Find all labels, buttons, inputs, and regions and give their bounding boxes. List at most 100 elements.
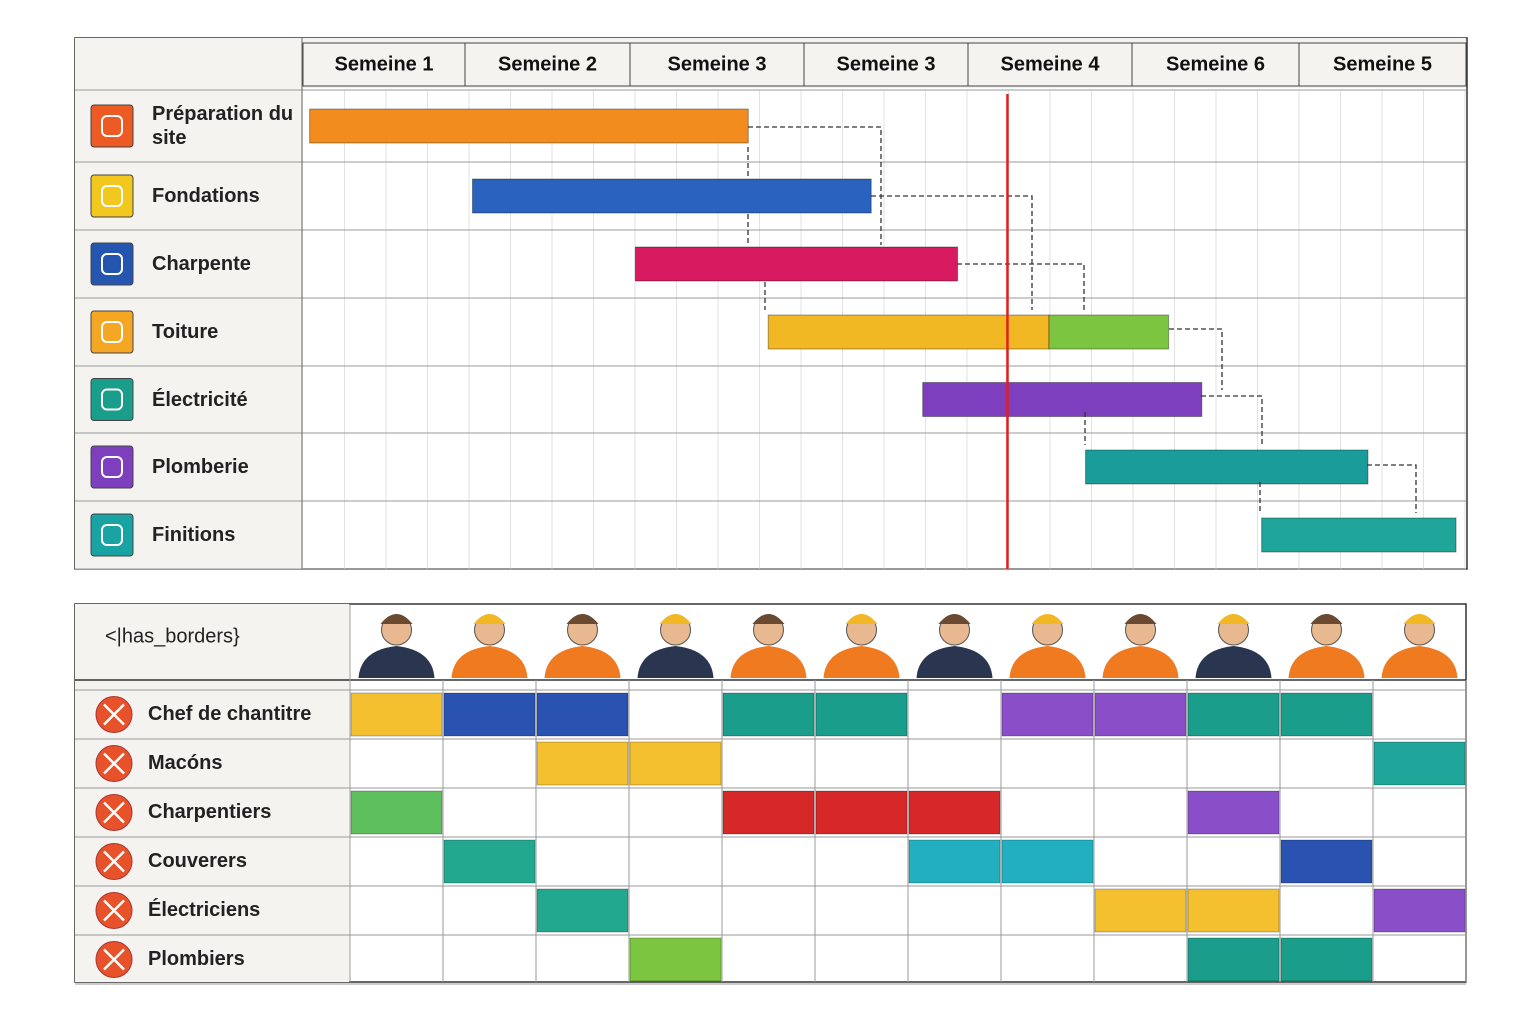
resource-cell bbox=[629, 937, 722, 982]
resource-icon-cross bbox=[103, 801, 125, 824]
resource-cell bbox=[815, 692, 908, 737]
resource-cell bbox=[1187, 888, 1280, 933]
resource-cell bbox=[350, 790, 443, 835]
resource-cell bbox=[908, 839, 1001, 884]
resource-icon-cross bbox=[103, 850, 125, 873]
worker-avatar-hat bbox=[380, 614, 413, 624]
task-bar bbox=[1261, 517, 1457, 553]
task-icon bbox=[90, 445, 134, 489]
dependency-arrow bbox=[871, 195, 1033, 310]
resource-title: <|has_borders} bbox=[105, 625, 240, 647]
resource-icon-cross bbox=[103, 899, 125, 922]
resource-cell bbox=[629, 741, 722, 786]
resource-icon-cross bbox=[103, 752, 125, 775]
worker-avatar-body bbox=[358, 646, 435, 678]
dependency-arrow bbox=[1169, 328, 1223, 390]
task-icon bbox=[90, 104, 134, 148]
resource-name: Plombiers bbox=[148, 948, 245, 970]
dependency-arrow bbox=[957, 263, 1085, 310]
resource-name: Macóns bbox=[148, 752, 222, 774]
worker-avatar-body bbox=[1381, 646, 1458, 678]
resource-cell bbox=[536, 888, 629, 933]
week-header: Semeine 6 bbox=[1166, 53, 1265, 75]
resource-cell bbox=[1280, 839, 1373, 884]
task-name: Électricité bbox=[152, 388, 248, 411]
week-header: Semeine 5 bbox=[1333, 53, 1432, 75]
resource-cell bbox=[1373, 888, 1466, 933]
task-icon-glyph bbox=[101, 253, 123, 275]
task-bar bbox=[471, 178, 872, 214]
task-name: Fondations bbox=[152, 185, 260, 207]
resource-cell bbox=[1187, 937, 1280, 982]
resource-name: Électriciens bbox=[148, 898, 260, 921]
task-icon bbox=[90, 378, 134, 421]
task-icon bbox=[90, 513, 134, 557]
task-icon bbox=[90, 310, 134, 354]
resource-cell bbox=[536, 692, 629, 737]
week-header: Semeine 3 bbox=[837, 53, 936, 75]
worker-avatar-body bbox=[637, 646, 714, 678]
task-name-box: Plomberie bbox=[152, 456, 249, 478]
task-name-box: Finitions bbox=[152, 524, 236, 546]
task-name: Préparation du site bbox=[152, 103, 294, 149]
worker-avatar-hat bbox=[659, 614, 692, 624]
task-icon-glyph bbox=[101, 524, 123, 546]
resource-cell bbox=[1094, 888, 1187, 933]
worker-avatar-hat bbox=[566, 614, 599, 624]
week-header: Semeine 3 bbox=[668, 53, 767, 75]
resource-name: Couverers bbox=[148, 850, 247, 872]
worker-avatar-hat bbox=[1124, 614, 1157, 624]
worker-avatar-body bbox=[1195, 646, 1272, 678]
task-bar bbox=[634, 246, 959, 282]
resource-cell bbox=[536, 741, 629, 786]
worker-avatar-body bbox=[730, 646, 807, 678]
task-name: Toiture bbox=[152, 321, 219, 343]
task-name-box: Toiture bbox=[152, 321, 219, 343]
worker-avatar-body bbox=[544, 646, 621, 678]
task-icon-glyph bbox=[101, 321, 123, 343]
resource-cell bbox=[1280, 937, 1373, 982]
resource-cell bbox=[1094, 692, 1187, 737]
worker-avatar-body bbox=[823, 646, 900, 678]
worker-avatar-hat bbox=[473, 614, 506, 624]
dependency-arrow bbox=[748, 126, 882, 245]
dependency-arrow bbox=[1201, 395, 1263, 445]
resource-cell bbox=[908, 790, 1001, 835]
week-header: Semeine 1 bbox=[335, 53, 434, 75]
resource-cell bbox=[443, 839, 536, 884]
resource-cell bbox=[350, 692, 443, 737]
header-row bbox=[303, 38, 1466, 88]
task-name: Plomberie bbox=[152, 456, 249, 478]
task-icon bbox=[90, 174, 134, 218]
task-bar bbox=[309, 108, 749, 144]
week-header: Semeine 4 bbox=[1001, 53, 1101, 75]
resource-cell bbox=[1373, 741, 1466, 786]
worker-avatar-hat bbox=[1403, 614, 1436, 624]
resource-cell bbox=[1001, 692, 1094, 737]
resource-cell bbox=[1187, 692, 1280, 737]
resource-name: Chef de chantitre bbox=[148, 703, 311, 725]
task-name: Charpente bbox=[152, 253, 251, 275]
worker-avatar-hat bbox=[1031, 614, 1064, 624]
task-bar bbox=[1048, 314, 1170, 350]
worker-avatar-body bbox=[1009, 646, 1086, 678]
dependency-arrow bbox=[1367, 464, 1417, 513]
resource-icon-cross bbox=[103, 948, 125, 971]
task-name: Finitions bbox=[152, 524, 236, 546]
worker-avatar-hat bbox=[938, 614, 971, 624]
resource-cell bbox=[722, 790, 815, 835]
resource-cell bbox=[815, 790, 908, 835]
task-icon-glyph bbox=[101, 388, 123, 411]
worker-avatar-body bbox=[916, 646, 993, 678]
resource-cell bbox=[722, 692, 815, 737]
resource-cell bbox=[1187, 790, 1280, 835]
task-name-box: Fondations bbox=[152, 185, 260, 207]
worker-avatar-hat bbox=[845, 614, 878, 624]
resource-cell bbox=[443, 692, 536, 737]
worker-avatar-body bbox=[1288, 646, 1365, 678]
task-icon-glyph bbox=[101, 115, 123, 137]
resource-cell bbox=[1280, 692, 1373, 737]
worker-avatar-body bbox=[1102, 646, 1179, 678]
